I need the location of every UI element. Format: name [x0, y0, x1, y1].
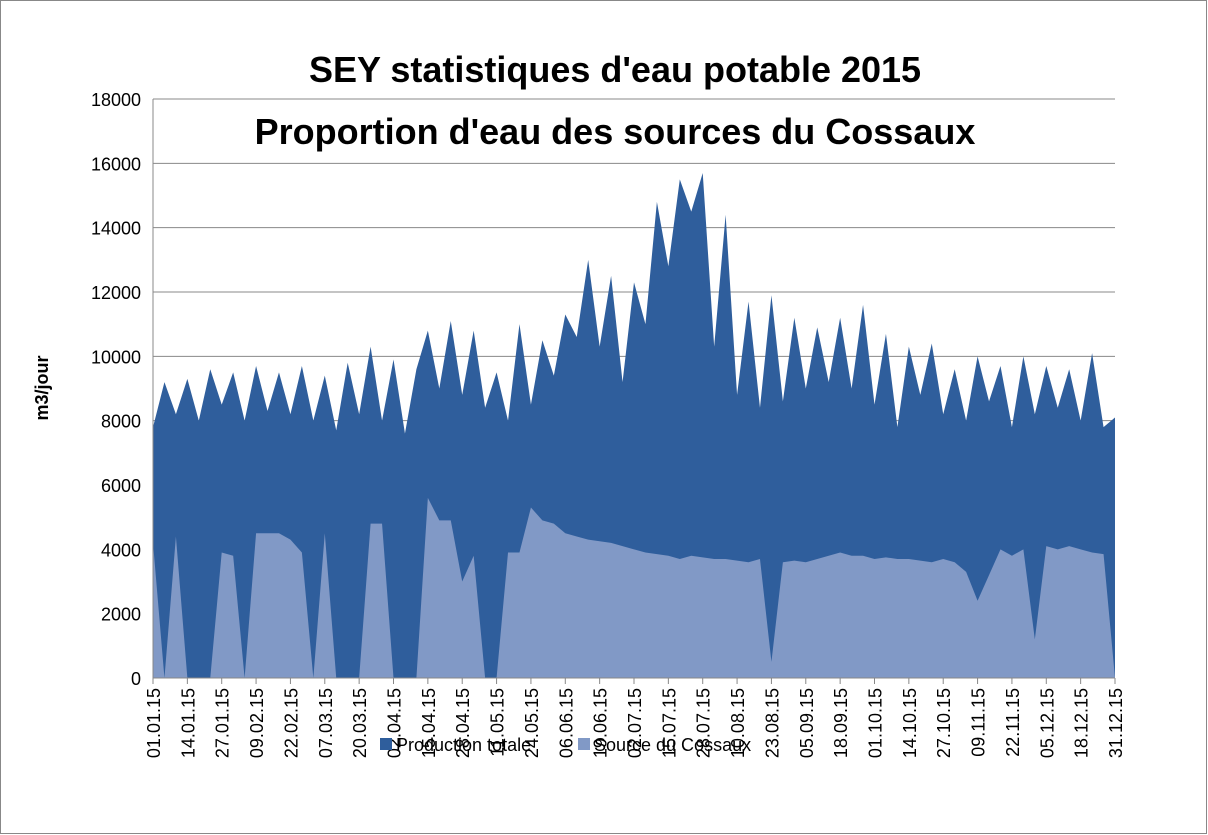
x-tick-label: 19.06.15 [591, 688, 611, 758]
x-tick-label: 22.02.15 [281, 688, 301, 758]
x-tick-label: 11.05.15 [488, 688, 508, 757]
x-tick-label: 09.02.15 [247, 688, 267, 758]
y-tick-label: 6000 [101, 476, 141, 496]
x-tick-label: 27.01.15 [213, 688, 233, 758]
y-tick-label: 12000 [91, 283, 141, 303]
x-tick-label: 14.10.15 [900, 688, 920, 758]
x-tick-label: 24.05.15 [522, 688, 542, 758]
x-tick-label: 05.12.15 [1037, 688, 1057, 758]
chart-subtitle: Proportion d'eau des sources du Cossaux [255, 111, 976, 152]
x-tick-label: 20.03.15 [350, 688, 370, 758]
y-tick-label: 8000 [101, 412, 141, 432]
x-tick-label: 01.10.15 [866, 688, 886, 758]
x-tick-label: 15.07.15 [659, 688, 679, 758]
legend-label: Production totale [396, 735, 531, 755]
y-tick-label: 18000 [91, 90, 141, 110]
y-tick-label: 2000 [101, 605, 141, 625]
chart-title: SEY statistiques d'eau potable 2015 [309, 49, 921, 90]
legend-swatch [380, 738, 392, 750]
x-tick-label: 31.12.15 [1106, 688, 1126, 758]
x-tick-label: 02.07.15 [625, 688, 645, 758]
x-tick-label: 15.04.15 [419, 688, 439, 758]
x-tick-label: 01.01.15 [144, 688, 164, 758]
x-tick-label: 06.06.15 [556, 688, 576, 758]
area [153, 172, 1115, 678]
y-tick-label: 16000 [91, 154, 141, 174]
y-tick-label: 10000 [91, 347, 141, 367]
x-tick-label: 22.11.15 [1003, 688, 1023, 757]
x-tick-label: 23.08.15 [762, 688, 782, 758]
y-axis-label: m3/jour [32, 355, 52, 420]
x-tick-label: 09.11.15 [969, 688, 989, 757]
x-tick-label: 28.07.15 [694, 688, 714, 758]
x-tick-label: 14.01.15 [178, 688, 198, 758]
y-tick-label: 14000 [91, 219, 141, 239]
y-tick-label: 0 [131, 669, 141, 689]
x-tick-label: 07.03.15 [316, 688, 336, 758]
area [153, 497, 1115, 678]
x-tick-label: 28.04.15 [453, 688, 473, 758]
x-tick-label: 27.10.15 [934, 688, 954, 758]
x-tick-label: 18.09.15 [831, 688, 851, 758]
x-tick-label: 10.08.15 [728, 688, 748, 758]
legend-label: Source du Cossaux [594, 735, 751, 755]
y-tick-label: 4000 [101, 540, 141, 560]
x-tick-label: 18.12.15 [1072, 688, 1092, 758]
x-tick-label: 05.09.15 [797, 688, 817, 758]
legend-swatch [578, 738, 590, 750]
